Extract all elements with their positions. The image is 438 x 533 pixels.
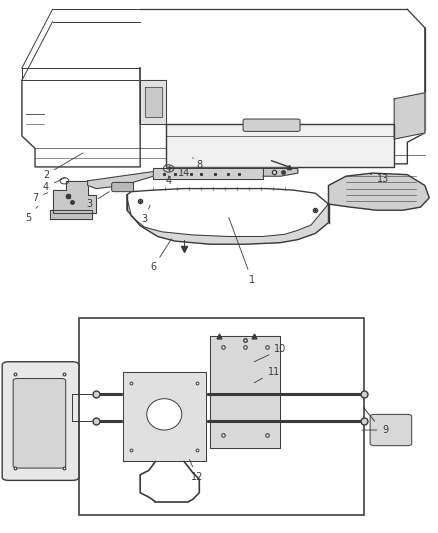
Polygon shape <box>153 168 263 179</box>
Text: 3: 3 <box>141 205 150 224</box>
Bar <box>79 318 364 515</box>
FancyBboxPatch shape <box>243 119 300 132</box>
Polygon shape <box>145 86 162 117</box>
Polygon shape <box>140 80 166 124</box>
Text: 4: 4 <box>166 176 172 186</box>
Polygon shape <box>127 195 328 244</box>
Polygon shape <box>394 93 425 139</box>
Polygon shape <box>210 336 280 448</box>
Text: 14: 14 <box>178 168 190 178</box>
Polygon shape <box>50 210 92 220</box>
Polygon shape <box>263 168 298 176</box>
Text: 12: 12 <box>190 459 203 482</box>
Text: 9: 9 <box>362 425 389 435</box>
Polygon shape <box>328 173 429 210</box>
Text: 7: 7 <box>32 193 48 203</box>
FancyBboxPatch shape <box>112 182 134 192</box>
Polygon shape <box>53 181 96 213</box>
Text: 5: 5 <box>25 206 38 223</box>
Text: 4: 4 <box>43 177 65 192</box>
Text: 6: 6 <box>150 239 172 272</box>
Text: 11: 11 <box>254 367 280 383</box>
Text: 8: 8 <box>193 158 202 171</box>
Text: 3: 3 <box>87 191 110 209</box>
Text: 13: 13 <box>371 174 389 184</box>
Ellipse shape <box>147 399 182 430</box>
Polygon shape <box>166 124 394 167</box>
Text: 2: 2 <box>43 153 83 180</box>
FancyBboxPatch shape <box>2 362 79 480</box>
Polygon shape <box>88 172 153 189</box>
Text: 1: 1 <box>229 217 255 285</box>
Polygon shape <box>123 372 206 462</box>
Text: 10: 10 <box>254 344 286 362</box>
FancyBboxPatch shape <box>370 414 412 446</box>
FancyBboxPatch shape <box>13 378 66 468</box>
